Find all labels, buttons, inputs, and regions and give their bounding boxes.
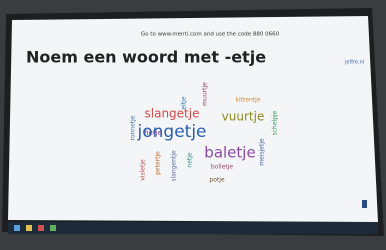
taskbar-icon (50, 225, 56, 231)
word: muurtje (202, 82, 209, 106)
word: bolletje (211, 164, 234, 171)
word: fietje (144, 129, 162, 137)
word: meisjetje (259, 138, 266, 166)
word: slangetje (145, 107, 200, 121)
photo: Go to www.menti.com and use the code 880… (0, 0, 386, 250)
slide-title: Noem een woord met -etje (26, 48, 266, 67)
instruction: Go to www.menti.com and use the code 880… (141, 32, 280, 38)
slide-icon (362, 200, 367, 208)
word: visletje (140, 159, 147, 181)
word: vuurtje (222, 110, 265, 124)
word: baletje (204, 144, 255, 162)
taskbar-icon (14, 225, 20, 231)
word: petertje (155, 151, 162, 175)
word: schelpje (272, 110, 279, 135)
screen: Go to www.menti.com and use the code 880… (0, 0, 386, 250)
word: ronnetje (130, 115, 137, 140)
word: eitje (181, 96, 188, 109)
word: kittentje (235, 97, 260, 104)
taskbar (8, 222, 378, 234)
taskbar-icon (26, 225, 32, 231)
word: potje (209, 177, 224, 184)
word: netje (187, 152, 194, 168)
presenter: jeffre.nl (344, 60, 364, 66)
word: slangentje (171, 150, 178, 182)
taskbar-icon (38, 225, 44, 231)
